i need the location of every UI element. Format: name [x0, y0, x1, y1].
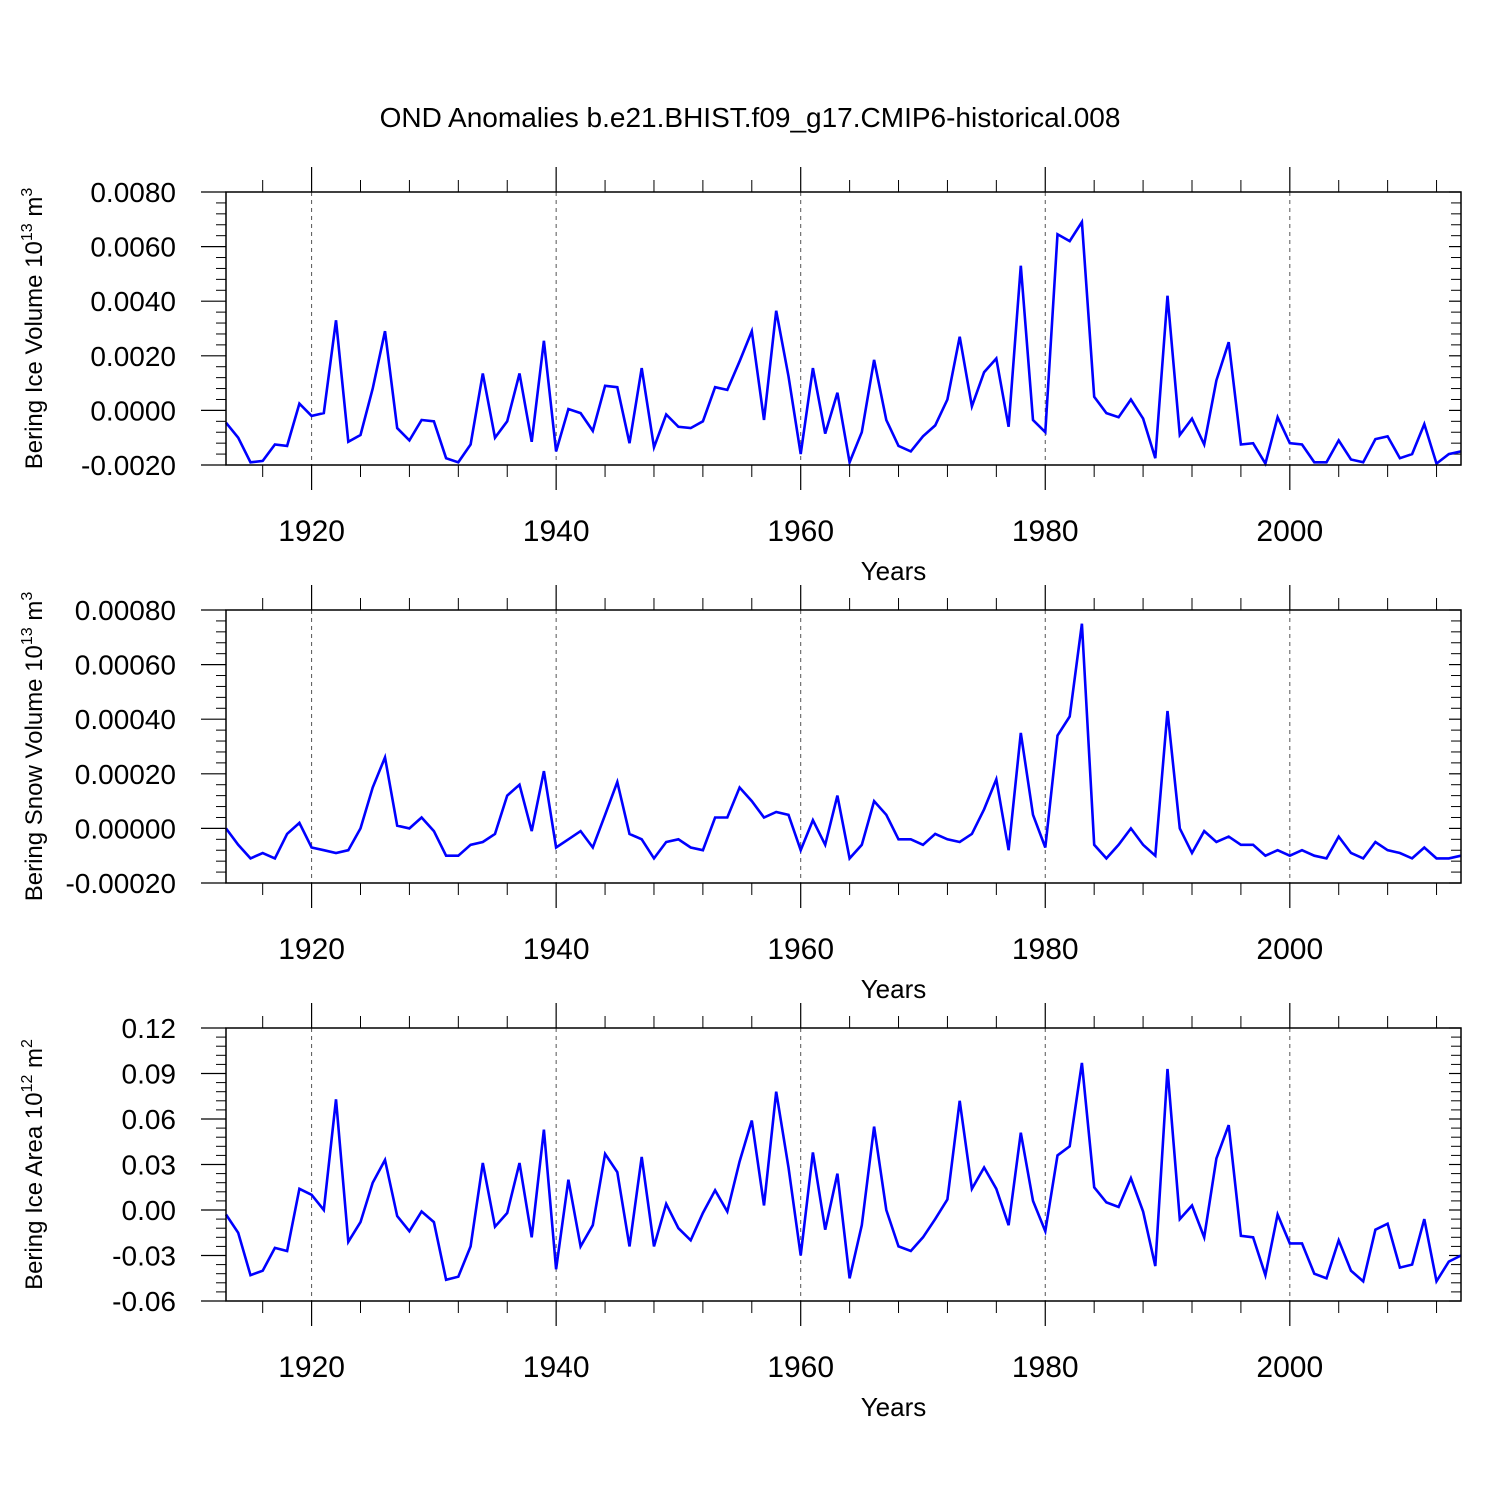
- y-tick-label: 0.00080: [75, 595, 176, 626]
- y-axis-label-unit: m: [21, 1048, 48, 1075]
- y-tick-label: 0.00: [122, 1195, 177, 1226]
- x-tick-label: 1980: [1012, 1351, 1079, 1384]
- y-tick-label: -0.0020: [81, 450, 176, 481]
- y-axis-label-unit-exponent: 3: [19, 592, 36, 601]
- y-tick-label: 0.00020: [75, 759, 176, 790]
- y-axis-label: Bering Snow Volume 1013 m3: [19, 592, 48, 902]
- x-tick-label: 2000: [1256, 933, 1323, 966]
- y-tick-label: -0.03: [112, 1241, 176, 1272]
- series-line: [224, 623, 1462, 862]
- x-tick-label: 1980: [1012, 933, 1079, 966]
- y-tick-label: 0.00000: [75, 813, 176, 844]
- plot-frame: [225, 191, 1462, 466]
- x-tick-label: 1940: [523, 515, 590, 548]
- x-axis-label: Years: [861, 1392, 927, 1422]
- x-tick-label: 1920: [278, 933, 345, 966]
- plot-frame: [225, 609, 1462, 884]
- series-line: [224, 217, 1462, 467]
- y-tick-label: 0.0080: [90, 177, 176, 208]
- x-tick-label: 2000: [1256, 1351, 1323, 1384]
- y-axis-label-exponent: 13: [19, 223, 36, 241]
- y-axis-label-exponent: 13: [19, 627, 36, 645]
- y-tick-label: -0.06: [112, 1286, 176, 1317]
- x-tick-label: 1980: [1012, 515, 1079, 548]
- x-axis-label: Years: [861, 556, 927, 586]
- y-axis-label-text: Bering Snow Volume 10: [21, 645, 48, 901]
- x-tick-label: 1940: [523, 933, 590, 966]
- figure-title: OND Anomalies b.e21.BHIST.f09_g17.CMIP6-…: [380, 102, 1121, 133]
- y-tick-label: 0.12: [122, 1013, 177, 1044]
- chart-panels: -0.0020 0.0000 0.0020 0.0040 0.0060 0.0080 192…: [19, 167, 1462, 1422]
- y-axis-label-unit: m: [21, 197, 48, 224]
- y-axis-label: Bering Ice Area 1012 m2: [19, 1039, 48, 1290]
- x-tick-label: 1920: [278, 515, 345, 548]
- plot-frame: [225, 1027, 1462, 1302]
- y-tick-label: 0.06: [122, 1104, 177, 1135]
- y-axis-label-unit-exponent: 3: [19, 188, 36, 197]
- y-tick-label: 0.0020: [90, 341, 176, 372]
- chart-panel-3: -0.06 -0.03 0.00 0.03 0.06 0.09 0.12 1920 1940 19…: [19, 1003, 1462, 1422]
- y-tick-label: 0.0000: [90, 395, 176, 426]
- y-axis-label-exponent: 12: [19, 1075, 36, 1093]
- y-tick-label: 0.0040: [90, 286, 176, 317]
- x-axis-label: Years: [861, 974, 927, 1004]
- y-axis-label: Bering Ice Volume 1013 m3: [19, 188, 48, 470]
- y-tick-label: -0.00020: [65, 868, 176, 899]
- chart-panel-2: -0.00020 0.00000 0.00020 0.00040 0.00060 0.00…: [19, 585, 1462, 1004]
- x-tick-label: 1940: [523, 1351, 590, 1384]
- x-tick-label: 1960: [767, 1351, 834, 1384]
- y-tick-label: 0.00040: [75, 704, 176, 735]
- y-tick-label: 0.00060: [75, 650, 176, 681]
- y-axis-label-text: Bering Ice Area 10: [21, 1092, 48, 1289]
- y-axis-label-unit-exponent: 2: [19, 1039, 36, 1048]
- y-tick-label: 0.09: [122, 1059, 177, 1090]
- x-tick-label: 1960: [767, 933, 834, 966]
- x-tick-label: 1960: [767, 515, 834, 548]
- x-tick-label: 2000: [1256, 515, 1323, 548]
- x-tick-label: 1920: [278, 1351, 345, 1384]
- y-tick-label: 0.03: [122, 1150, 177, 1181]
- y-axis-label-unit: m: [21, 601, 48, 628]
- chart-panel-1: -0.0020 0.0000 0.0020 0.0040 0.0060 0.0080 192…: [19, 167, 1462, 586]
- y-tick-label: 0.0060: [90, 232, 176, 263]
- series-line: [224, 1062, 1462, 1285]
- y-axis-label-text: Bering Ice Volume 10: [21, 241, 48, 469]
